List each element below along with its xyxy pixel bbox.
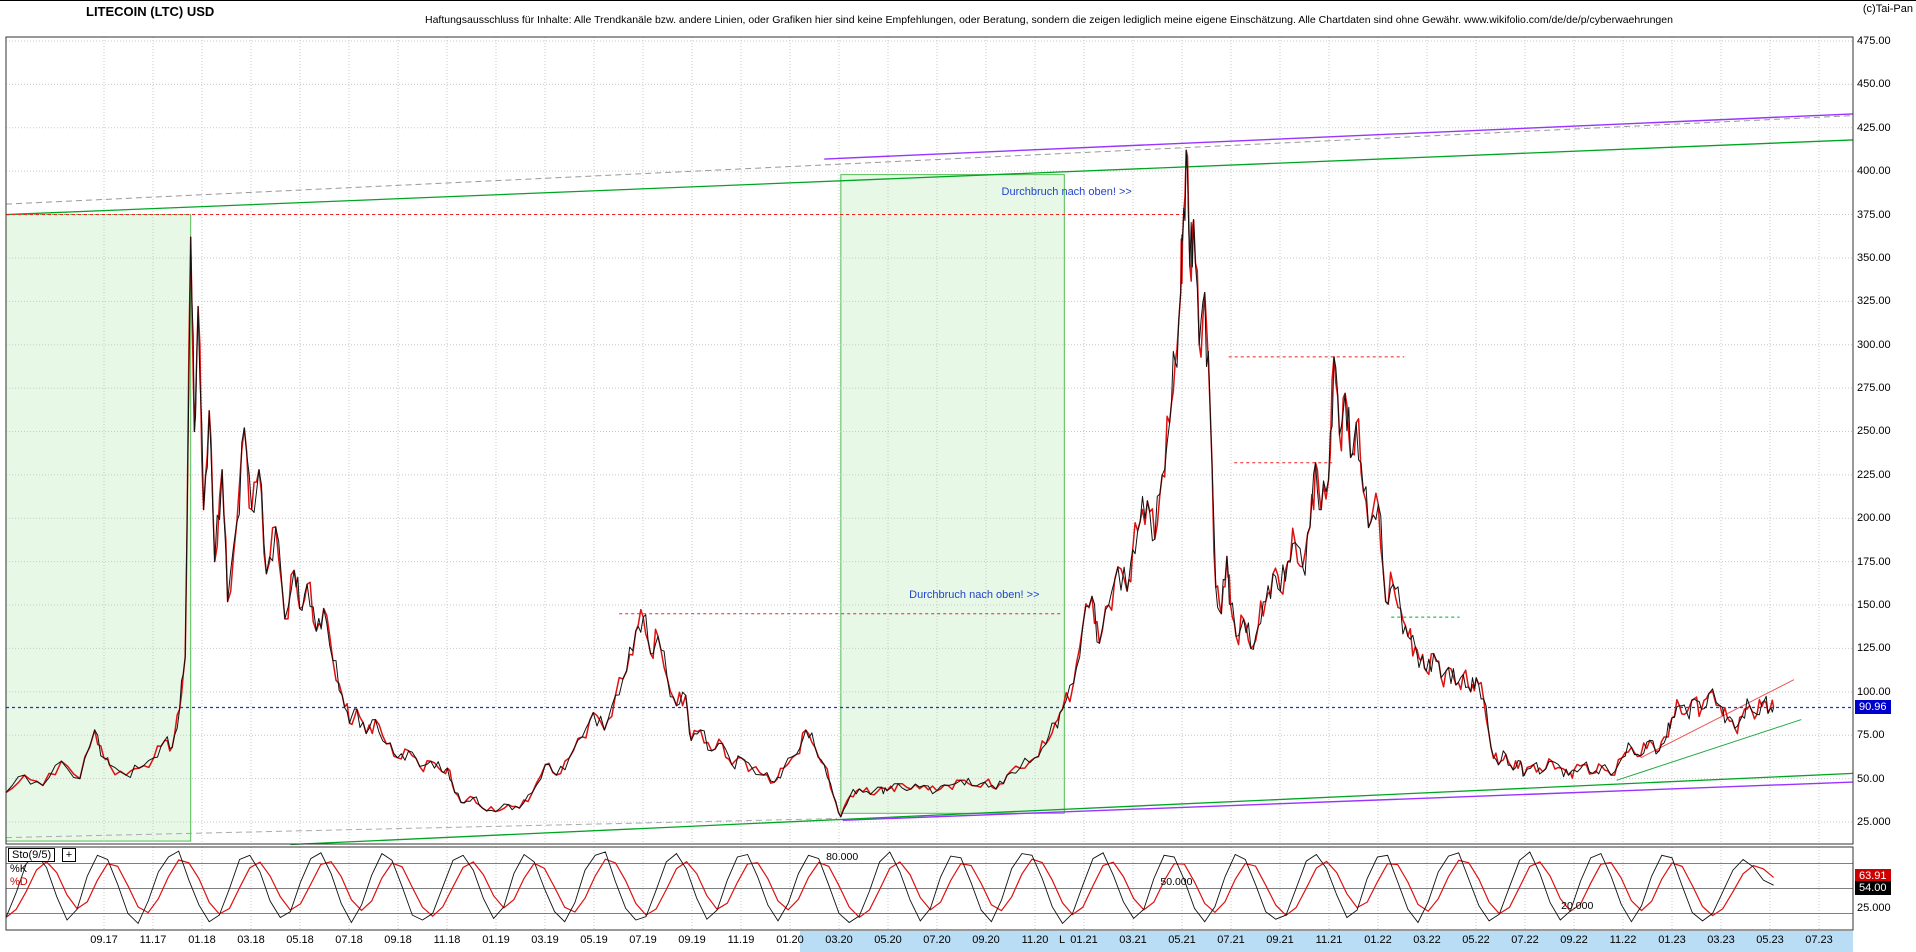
stochastic-axis-label: 25.000 — [1857, 902, 1891, 914]
y-axis-label: 125.00 — [1857, 642, 1891, 655]
x-axis-label: 07.19 — [629, 934, 657, 946]
y-axis-label: 300.00 — [1857, 338, 1891, 351]
x-axis-label: 07.22 — [1511, 934, 1539, 946]
y-axis-label: 225.00 — [1857, 468, 1891, 481]
x-axis-label: 09.20 — [972, 934, 1000, 946]
y-axis-label: 350.00 — [1857, 251, 1891, 264]
x-axis-label: 03.23 — [1707, 934, 1735, 946]
axis-marker-l: L — [1059, 934, 1066, 946]
x-axis-label: 07.23 — [1805, 934, 1833, 946]
x-axis-label: 05.22 — [1462, 934, 1490, 946]
y-axis-label: 250.00 — [1857, 425, 1891, 438]
y-axis-label: 200.00 — [1857, 512, 1891, 525]
x-axis-label: 11.18 — [433, 934, 461, 946]
x-axis-label: 03.20 — [825, 934, 853, 946]
y-axis-label: 75.00 — [1857, 729, 1885, 742]
breakout-annotation-lower: Durchbruch nach oben! >> — [909, 588, 1040, 601]
x-axis-label: 03.21 — [1119, 934, 1147, 946]
chart-title: LITECOIN (LTC) USD — [86, 4, 215, 19]
stochastic-d-value-badge: 63.91 — [1855, 868, 1891, 883]
x-axis-label: 05.19 — [580, 934, 608, 946]
x-axis-label: 07.18 — [335, 934, 363, 946]
x-axis-label: 03.18 — [237, 934, 265, 946]
stochastic-level-label: 80.000 — [826, 850, 859, 863]
x-axis-label: 09.21 — [1266, 934, 1294, 946]
x-axis-label: 11.17 — [139, 934, 167, 946]
x-axis-label: 05.23 — [1756, 934, 1784, 946]
copyright-label: (c)Tai-Pan — [1862, 3, 1913, 15]
y-axis-label: 425.00 — [1857, 121, 1891, 134]
y-axis-label: 50.00 — [1857, 772, 1885, 785]
y-axis-label: 475.00 — [1857, 35, 1891, 47]
x-axis-label: 07.20 — [923, 934, 951, 946]
y-axis-label: 275.00 — [1857, 382, 1891, 395]
x-axis-label: 05.18 — [286, 934, 314, 946]
y-axis-label: 400.00 — [1857, 165, 1891, 178]
current-price-badge: 90.96 — [1855, 699, 1891, 714]
y-axis-label: 375.00 — [1857, 208, 1891, 221]
stochastic-level-label: 20.000 — [1561, 900, 1594, 913]
percent-d-label: %D — [10, 876, 28, 888]
x-axis-label: 05.20 — [874, 934, 902, 946]
y-axis-label: 150.00 — [1857, 599, 1891, 612]
x-axis-label: 01.20 — [776, 934, 804, 946]
percent-k-label: %K — [10, 863, 28, 875]
breakout-annotation-upper: Durchbruch nach oben! >> — [1001, 185, 1132, 198]
x-axis-label: 09.22 — [1560, 934, 1588, 946]
x-axis-label: 01.18 — [188, 934, 216, 946]
x-axis-label: 01.23 — [1658, 934, 1686, 946]
x-axis-label: 03.22 — [1413, 934, 1441, 946]
x-axis-label: 05.21 — [1168, 934, 1196, 946]
x-axis-label: 03.19 — [531, 934, 559, 946]
stochastic-level-label: 50.000 — [1160, 875, 1193, 888]
y-axis-label: 325.00 — [1857, 295, 1891, 308]
stochastic-indicator-label[interactable]: Sto(9/5) — [8, 848, 56, 862]
y-axis-label: 450.00 — [1857, 78, 1891, 91]
x-axis-label: 11.22 — [1609, 934, 1637, 946]
indicator-expand-button[interactable]: + — [62, 848, 76, 862]
y-axis-label: 25.000 — [1857, 815, 1891, 828]
date-axis-highlight-band — [800, 931, 1853, 952]
x-axis-label: 11.19 — [727, 934, 755, 946]
x-axis-label: 11.21 — [1315, 934, 1343, 946]
y-axis-label: 175.00 — [1857, 555, 1891, 568]
x-axis-label: 01.22 — [1364, 934, 1392, 946]
stochastic-k-value-badge: 54.00 — [1855, 881, 1891, 896]
x-axis-label: 07.21 — [1217, 934, 1245, 946]
x-axis-label: 01.21 — [1070, 934, 1098, 946]
x-axis-label: 09.19 — [678, 934, 706, 946]
disclaimer-text: Haftungsausschluss für Inhalte: Alle Tre… — [425, 14, 1673, 26]
x-axis-label: 11.20 — [1021, 934, 1049, 946]
y-axis-label: 100.00 — [1857, 685, 1891, 698]
x-axis-label: 01.19 — [482, 934, 510, 946]
x-axis-label: 09.18 — [384, 934, 412, 946]
x-axis-label: 09.17 — [90, 934, 118, 946]
